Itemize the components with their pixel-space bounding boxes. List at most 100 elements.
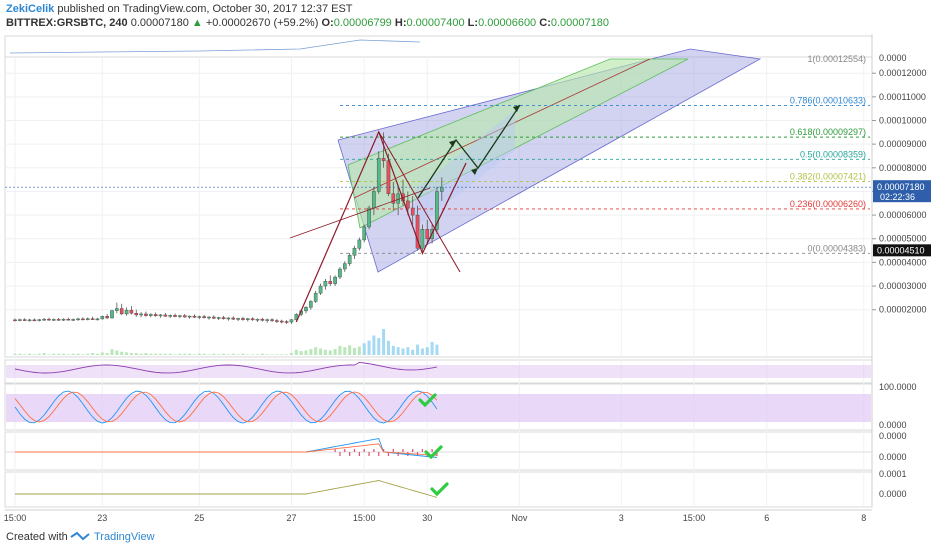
volume-bar — [285, 354, 289, 355]
candle-up — [440, 186, 444, 192]
candle-down — [381, 158, 386, 161]
volume-bar — [372, 335, 376, 355]
volume-bar — [333, 349, 337, 355]
candle-up — [139, 313, 143, 316]
x-tick-label: 15:00 — [353, 513, 376, 523]
candle-up — [168, 315, 173, 317]
fib-label-0.382: 0.382(0.00007421) — [790, 171, 866, 181]
volume-bar — [362, 343, 366, 355]
close-value: 0.00007180 — [550, 17, 609, 29]
volume-bar — [81, 354, 85, 355]
trading-chart[interactable]: 0.00012000 0.00011000 0.00010000 0.00009000… — [0, 34, 932, 526]
candle-up — [372, 191, 376, 209]
candle-up — [100, 316, 105, 320]
tradingview-link[interactable]: TradingView — [94, 531, 155, 543]
price-change: +0.00002670 (+59.2%) — [205, 17, 319, 29]
volume-bar — [110, 349, 114, 355]
candle-down — [275, 320, 279, 322]
volume-bar — [202, 353, 206, 355]
candle-down — [260, 318, 265, 321]
open-value: 0.00006799 — [333, 17, 392, 29]
candle-up — [333, 276, 337, 284]
fib-label-0.5: 0.5(0.00008359) — [800, 149, 866, 159]
fib-label-0.786: 0.786(0.00010633) — [790, 96, 866, 106]
candle-down — [415, 214, 420, 249]
volume-bar — [323, 349, 327, 355]
macd-line — [15, 437, 437, 458]
fib-label-1: 1(0.00012554) — [807, 54, 866, 64]
volume-bar — [57, 353, 61, 355]
candle-down — [391, 193, 396, 204]
candle-up — [207, 316, 211, 319]
candle-down — [105, 316, 109, 319]
volume-bar — [42, 353, 46, 355]
checkmark-icon — [430, 482, 449, 497]
volume-bar — [173, 354, 177, 355]
volume-bar — [159, 353, 162, 355]
rsi-band — [6, 365, 871, 378]
volume-bar — [343, 347, 347, 355]
stoch-band — [6, 394, 871, 422]
volume-bar — [32, 354, 36, 355]
indicator-pane-frame-4 — [4, 471, 873, 508]
candle-down — [279, 320, 284, 323]
high-label: H: — [394, 17, 407, 29]
projection-path — [417, 104, 521, 199]
candle-up — [85, 318, 90, 320]
candle-down — [66, 318, 71, 321]
x-tick-label: 25 — [194, 513, 204, 523]
volume-bar — [183, 353, 187, 355]
volume-bar — [377, 338, 381, 355]
volume-bar — [134, 353, 138, 355]
candle-up — [148, 314, 153, 316]
y-tick-label: 0.00011000 — [879, 92, 926, 102]
volume-bar — [382, 329, 386, 355]
volume-bar — [353, 347, 356, 355]
volume-bar — [23, 354, 27, 355]
candle-up — [52, 319, 56, 321]
volume-bar — [163, 353, 167, 355]
volume-bar — [139, 353, 143, 355]
volume-bar — [222, 353, 226, 355]
arrowhead-icon — [513, 105, 520, 112]
x-tick-label: Nov — [511, 513, 528, 523]
x-tick-label: 3 — [619, 513, 624, 523]
candle-down — [386, 160, 391, 195]
volume-bar — [212, 353, 216, 355]
volume-bar — [338, 345, 342, 355]
zigzag-line — [295, 130, 467, 323]
macd-signal-line — [15, 443, 437, 456]
tradingview-logo-icon — [70, 531, 90, 546]
y-tick-label: 0.00005000 — [879, 234, 927, 244]
candle-up — [318, 285, 323, 294]
y-tick-label-top: 0.0000 — [879, 53, 907, 63]
volume-bar — [125, 352, 129, 355]
y-tick-label: 0.00010000 — [879, 115, 927, 125]
volume-bar — [299, 351, 303, 355]
indicator-pane-frame-0 — [4, 35, 873, 58]
volume-bar — [280, 354, 284, 355]
fib-label-0: 0(0.00004383) — [807, 243, 866, 253]
candle-down — [410, 207, 415, 216]
volume-bar — [314, 347, 318, 355]
candle-up — [37, 319, 42, 321]
volume-bar — [168, 353, 172, 355]
volume-bar — [115, 350, 119, 355]
author-link[interactable]: ZekiCelik — [6, 3, 55, 15]
y-tick-label: 0.00003000 — [879, 281, 927, 291]
x-tick-label: 15:00 — [683, 513, 706, 523]
candle-down — [241, 318, 245, 320]
stoch-tick-0: 0.0000 — [879, 420, 907, 430]
stoch-d-line — [14, 391, 438, 423]
candle-up — [313, 292, 318, 302]
volume-bar — [129, 353, 133, 355]
candle-down — [182, 315, 187, 318]
candle-down — [134, 313, 139, 316]
stoch-tick-100: 100.0000 — [879, 382, 917, 392]
candle-down — [221, 317, 226, 319]
created-with-text: Created with — [6, 531, 68, 543]
volume-bar — [62, 353, 65, 355]
y-tick-label: 0.00004000 — [879, 257, 927, 267]
candle-up — [367, 207, 371, 228]
candle-down — [129, 309, 134, 314]
